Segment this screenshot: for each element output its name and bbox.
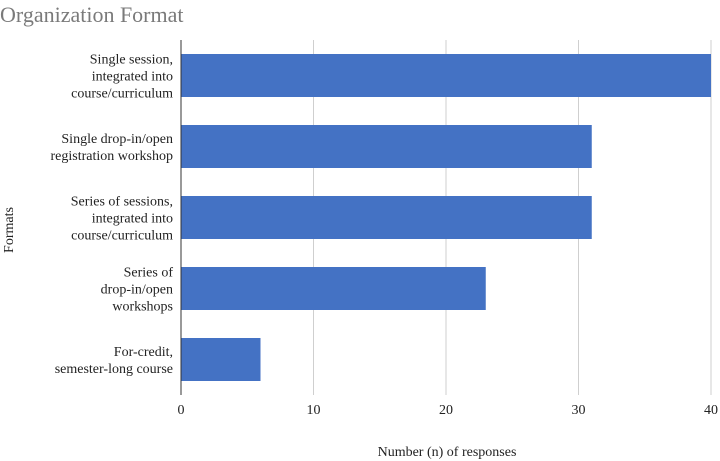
category-label-line: course/curriculum: [71, 229, 173, 244]
x-tick-labels: 0 10 20 30 40: [178, 403, 719, 418]
category-label-line: For-credit,: [114, 345, 173, 360]
bar-5: [181, 338, 261, 381]
x-tick-label-10: 10: [307, 403, 321, 418]
x-tick-label-0: 0: [178, 403, 185, 418]
category-label-line: Single session,: [90, 53, 173, 68]
chart-title: Organization Format: [0, 2, 184, 27]
category-label-line: course/curriculum: [71, 87, 173, 102]
category-label-2: Single drop-in/open registration workshop: [51, 132, 173, 164]
category-label-line: workshops: [112, 300, 173, 315]
category-label-line: integrated into: [92, 70, 173, 85]
category-label-line: integrated into: [92, 212, 173, 227]
bars: [181, 54, 711, 381]
category-label-line: Series of sessions,: [71, 195, 173, 210]
y-axis-title: Formats: [2, 207, 17, 253]
x-axis-title: Number (n) of responses: [378, 445, 517, 460]
x-tick-label-30: 30: [572, 403, 586, 418]
x-tick-label-40: 40: [704, 403, 718, 418]
category-label-line: Series of: [124, 266, 174, 281]
bar-4: [181, 267, 486, 310]
x-tick-label-20: 20: [439, 403, 453, 418]
category-label-line: registration workshop: [51, 149, 173, 164]
category-label-1: Single session, integrated into course/cur…: [71, 53, 173, 102]
category-label-line: drop-in/open: [101, 283, 173, 298]
bar-1: [181, 54, 711, 97]
category-label-line: Single drop-in/open: [61, 132, 173, 147]
category-label-4: Series of drop-in/open workshops: [101, 266, 174, 315]
bar-2: [181, 125, 592, 168]
category-label-5: For-credit, semester-long course: [55, 345, 173, 377]
category-label-3: Series of sessions, integrated into course…: [71, 195, 173, 244]
bar-3: [181, 196, 592, 239]
category-labels: Single session, integrated into course/cur…: [51, 53, 174, 378]
category-label-line: semester-long course: [55, 362, 173, 377]
